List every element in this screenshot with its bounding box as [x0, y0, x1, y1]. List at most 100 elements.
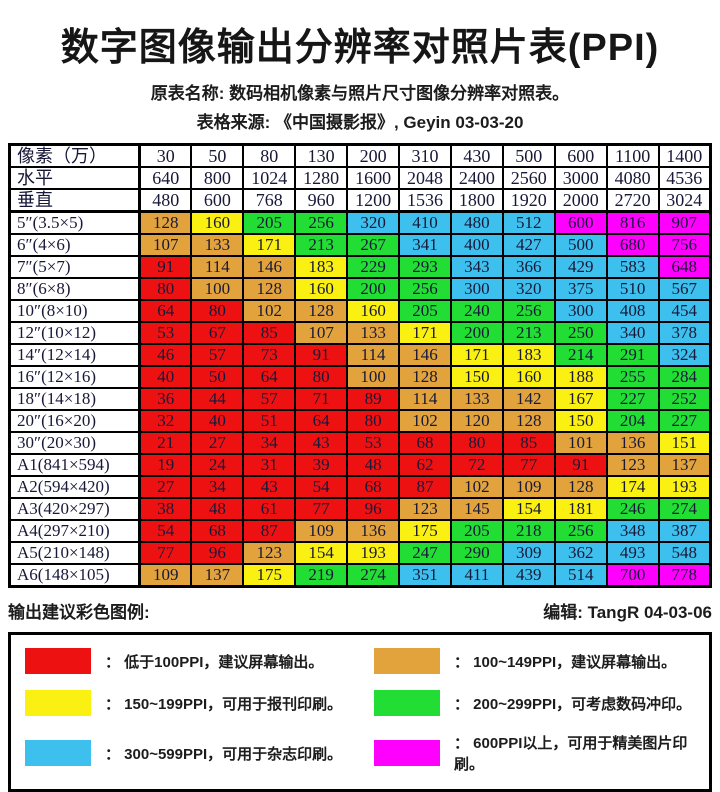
- yellow-swatch: [25, 690, 91, 716]
- ppi-value-cell: 700: [605, 563, 660, 588]
- ppi-value-cell: 128: [398, 365, 452, 389]
- ppi-value-cell: 175: [398, 519, 452, 543]
- ppi-value-cell: 411: [449, 563, 504, 588]
- ppi-value-cell: 123: [605, 453, 660, 477]
- ppi-value-cell: 31: [242, 453, 297, 477]
- ppi-value-cell: 39: [294, 453, 349, 477]
- header-cell: 1920: [501, 188, 556, 213]
- ppi-value-cell: 150: [449, 365, 504, 389]
- header-cell: 2560: [501, 166, 556, 190]
- row-label: 20″(16×20): [8, 409, 141, 433]
- ppi-value-cell: 146: [398, 343, 452, 367]
- row-label: 10″(8×10): [8, 299, 141, 323]
- ppi-value-cell: 133: [190, 233, 245, 257]
- page-title: 数字图像输出分辨率对照片表(PPI): [60, 27, 660, 69]
- ppi-value-cell: 256: [553, 519, 608, 543]
- row-label: 8″(6×8): [8, 277, 141, 301]
- blue-swatch: [25, 740, 91, 766]
- row-label: A1(841×594): [8, 453, 141, 477]
- ppi-value-cell: 48: [346, 453, 401, 477]
- ppi-value-cell: 133: [346, 321, 401, 345]
- header-cell: 768: [242, 188, 297, 213]
- ppi-value-cell: 46: [138, 343, 193, 367]
- ppi-value-cell: 229: [346, 255, 401, 279]
- ppi-value-cell: 256: [294, 210, 349, 235]
- table-row: 10″(8×10) 64 80 102 128 160 205 240 256 300 408 454: [8, 299, 712, 323]
- ppi-value-cell: 200: [449, 321, 504, 345]
- ppi-value-cell: 71: [294, 387, 349, 411]
- ppi-value-cell: 34: [190, 475, 245, 499]
- ppi-value-cell: 600: [553, 210, 608, 235]
- ppi-value-cell: 160: [294, 277, 349, 301]
- ppi-value-cell: 205: [398, 299, 452, 323]
- ppi-value-cell: 213: [294, 233, 349, 257]
- header-row: 水平 640 800 1024 1280 1600 2048 2400 2560 3000 4080…: [8, 166, 712, 190]
- ppi-value-cell: 77: [501, 453, 556, 477]
- legend-item: ： 低于100PPI，建议屏幕输出。: [11, 648, 360, 674]
- ppi-value-cell: 907: [657, 210, 712, 235]
- table-row: A4(297×210) 54 68 87 109 136 175 205 218 256 348 38…: [8, 519, 712, 543]
- ppi-value-cell: 256: [501, 299, 556, 323]
- ppi-value-cell: 87: [242, 519, 297, 543]
- row-label: 12″(10×12): [8, 321, 141, 345]
- ppi-value-cell: 274: [657, 497, 712, 521]
- header-cell: 1536: [398, 188, 452, 213]
- orange-swatch: [374, 648, 440, 674]
- ppi-value-cell: 101: [553, 431, 608, 455]
- ppi-value-cell: 548: [657, 541, 712, 565]
- ppi-value-cell: 114: [398, 387, 452, 411]
- ppi-value-cell: 38: [138, 497, 193, 521]
- ppi-value-cell: 43: [242, 475, 297, 499]
- ppi-value-cell: 36: [138, 387, 193, 411]
- header-cell: 2720: [605, 188, 660, 213]
- ppi-value-cell: 40: [138, 365, 193, 389]
- ppi-value-cell: 255: [605, 365, 660, 389]
- table-row: 12″(10×12) 53 67 85 107 133 171 200 213 250 340 378: [8, 321, 712, 345]
- ppi-value-cell: 160: [190, 210, 245, 235]
- ppi-value-cell: 80: [449, 431, 504, 455]
- ppi-value-cell: 128: [294, 299, 349, 323]
- ppi-value-cell: 410: [398, 210, 452, 235]
- ppi-value-cell: 24: [190, 453, 245, 477]
- table-row: A3(420×297) 38 48 61 77 96 123 145 154 181 246 274: [8, 497, 712, 521]
- header-cell: 500: [501, 143, 556, 168]
- ppi-value-cell: 68: [190, 519, 245, 543]
- ppi-value-cell: 214: [553, 343, 608, 367]
- ppi-value-cell: 146: [242, 255, 297, 279]
- ppi-value-cell: 175: [242, 563, 297, 588]
- ppi-value-cell: 109: [138, 563, 193, 588]
- header-cell: 2000: [553, 188, 608, 213]
- ppi-value-cell: 320: [501, 277, 556, 301]
- ppi-table: 像素（万） 30 50 80 130 200 310 430 500 600 1100 1400 水平 6…: [8, 143, 712, 588]
- ppi-value-cell: 57: [242, 387, 297, 411]
- ppi-value-cell: 123: [242, 541, 297, 565]
- ppi-value-cell: 351: [398, 563, 452, 588]
- ppi-value-cell: 510: [605, 277, 660, 301]
- ppi-value-cell: 427: [501, 233, 556, 257]
- table-source: 表格来源: 《中国摄影报》, Geyin 03-03-20: [196, 113, 524, 132]
- ppi-value-cell: 816: [605, 210, 660, 235]
- ppi-value-cell: 27: [138, 475, 193, 499]
- ppi-value-cell: 366: [501, 255, 556, 279]
- legend-item: ： 300~599PPI，可用于杂志印刷。: [11, 732, 360, 774]
- header-cell: 2048: [398, 166, 452, 190]
- ppi-value-cell: 493: [605, 541, 660, 565]
- ppi-value-cell: 343: [449, 255, 504, 279]
- ppi-value-cell: 183: [501, 343, 556, 367]
- ppi-value-cell: 89: [346, 387, 401, 411]
- ppi-value-cell: 756: [657, 233, 712, 257]
- legend-item: ： 100~149PPI，建议屏幕输出。: [360, 648, 709, 674]
- ppi-value-cell: 54: [294, 475, 349, 499]
- ppi-value-cell: 120: [449, 409, 504, 433]
- ppi-value-cell: 778: [657, 563, 712, 588]
- header-row-label: 像素（万）: [8, 143, 141, 168]
- ppi-value-cell: 100: [190, 277, 245, 301]
- ppi-value-cell: 102: [398, 409, 452, 433]
- row-label: A4(297×210): [8, 519, 141, 543]
- ppi-value-cell: 96: [346, 497, 401, 521]
- ppi-value-cell: 85: [242, 321, 297, 345]
- row-label: A5(210×148): [8, 541, 141, 565]
- table-row: 7″(5×7) 91 114 146 183 229 293 343 366 429 583 648: [8, 255, 712, 279]
- ppi-value-cell: 109: [294, 519, 349, 543]
